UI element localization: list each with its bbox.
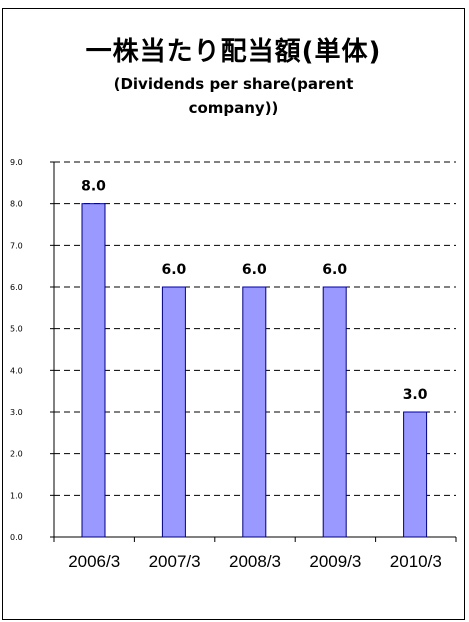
y-tick-label: 0.0 [10, 533, 23, 542]
data-label: 3.0 [403, 387, 428, 403]
x-category-label: 2006/3 [68, 552, 120, 571]
bar [242, 286, 267, 538]
y-tick-label: 6.0 [10, 283, 23, 292]
data-label: 8.0 [81, 179, 106, 195]
data-label: 6.0 [242, 262, 267, 278]
data-label: 6.0 [322, 262, 347, 278]
y-tick-label: 5.0 [10, 325, 23, 334]
bar [81, 203, 106, 538]
chart-subtitle-line-2: company)) [188, 99, 279, 117]
x-category-label: 2007/3 [149, 552, 201, 571]
y-tick-label: 7.0 [10, 241, 23, 250]
y-tick-label: 8.0 [10, 200, 23, 209]
bar [161, 286, 186, 538]
bar [403, 411, 428, 538]
chart-subtitle: (Dividends per share(parent company)) [3, 72, 464, 120]
y-tick-label: 2.0 [10, 450, 23, 459]
chart-title: 一株当たり配当額(単体) [85, 37, 382, 67]
y-tick-label: 3.0 [10, 408, 23, 417]
chart-subtitle-line-1: (Dividends per share(parent [113, 75, 354, 93]
y-tick-label: 9.0 [10, 158, 23, 167]
x-category-label: 2009/3 [309, 552, 361, 571]
x-category-label: 2008/3 [229, 552, 281, 571]
x-category-label: 2010/3 [390, 552, 442, 571]
y-tick-label: 4.0 [10, 366, 23, 375]
y-tick-label: 1.0 [10, 491, 23, 500]
data-label: 6.0 [161, 262, 186, 278]
chart-frame: 一株当たり配当額(単体) (Dividends per share(parent… [2, 8, 465, 620]
bar [322, 286, 347, 538]
